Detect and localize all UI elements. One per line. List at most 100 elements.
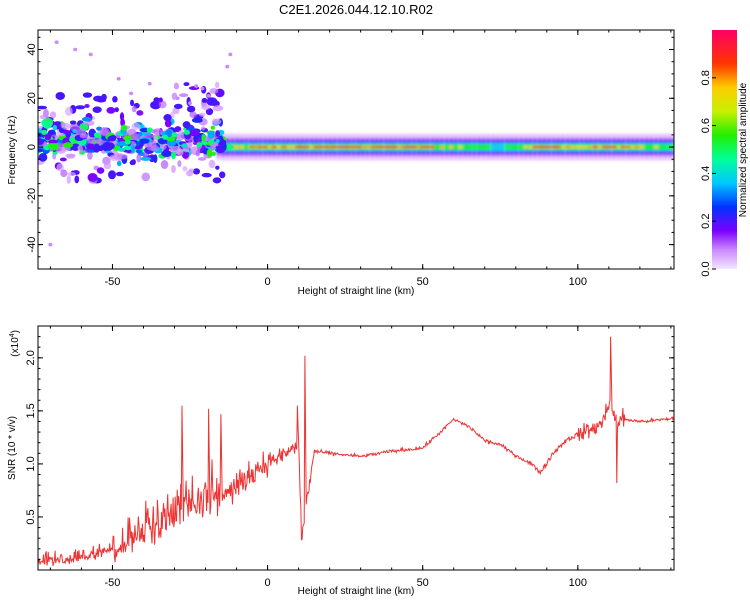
heatmap-blob: [103, 162, 112, 170]
heatmap-blob: [39, 114, 50, 120]
heatmap-peak: [208, 139, 215, 145]
heatmap-blob: [56, 163, 64, 172]
heatmap-blob: [49, 111, 57, 119]
snr-y-ticks: 0.5 1.0 1.5 2.0: [25, 336, 674, 560]
heatmap-cell: [528, 145, 533, 149]
heatmap-cell: [551, 145, 556, 149]
heatmap-cell: [467, 144, 472, 150]
colorbar-tick-label: 0.8: [700, 70, 712, 85]
heatmap-cell: [249, 145, 254, 149]
heatmap-ridge: [216, 133, 674, 161]
heatmap-cell: [262, 145, 268, 149]
heatmap-cell: [314, 145, 319, 149]
y-tick-label: 1.5: [25, 403, 37, 418]
svg-text:(x104): (x104): [9, 330, 21, 357]
heatmap-blob: [130, 144, 136, 154]
heatmap-cell: [504, 144, 510, 150]
heatmap-blob: [200, 126, 206, 131]
heatmap-cell: [481, 144, 486, 150]
colorbar-ticks: 0.0 0.2 0.4 0.6 0.8: [700, 70, 716, 277]
heatmap-blob: [215, 165, 220, 170]
heatmap-cell: [244, 144, 249, 150]
colorbar-tick-label: 0.2: [700, 214, 712, 229]
heatmap-peak: [124, 139, 131, 145]
heatmap-blob: [198, 112, 206, 117]
snr-line: [38, 336, 674, 567]
heatmap-peak: [93, 132, 100, 138]
y-tick-label: 0: [26, 144, 38, 150]
heatmap-peak: [196, 142, 203, 148]
heatmap-blob: [181, 150, 190, 159]
heatmap-blob: [75, 105, 86, 110]
heatmap-cell: [598, 145, 603, 149]
heatmap-blob: [62, 142, 74, 149]
heatmap-peak: [227, 144, 234, 150]
heatmap-blob: [48, 139, 58, 144]
heatmap-outlier: [228, 52, 233, 57]
heatmap-blob: [118, 147, 126, 152]
heatmap-cell: [518, 144, 524, 150]
heatmap-cell: [537, 145, 542, 149]
heatmap-blob: [210, 125, 215, 130]
heatmap-blob: [178, 129, 185, 136]
heatmap-cell: [565, 145, 570, 149]
heatmap-blob: [86, 143, 96, 150]
heatmap-cell: [588, 145, 593, 149]
heatmap-cell: [500, 142, 505, 152]
heatmap-blob: [82, 92, 93, 98]
heatmap-blob: [218, 139, 227, 147]
heatmap-blob: [209, 88, 219, 94]
heatmap-cell: [402, 145, 407, 149]
snr-scale-prefix: (x10: [10, 337, 21, 357]
colorbar-gradient: [712, 30, 737, 269]
heatmap-outlier: [48, 242, 53, 247]
heatmap-cell: [625, 145, 631, 149]
heatmap-cell: [337, 145, 342, 149]
heatmap-blob: [181, 143, 188, 149]
heatmap-blob: [87, 172, 98, 182]
spectrogram-x-label: Height of straight line (km): [298, 286, 415, 297]
heatmap-outlier: [116, 76, 121, 81]
heatmap-cell: [607, 145, 612, 149]
heatmap-blob: [171, 165, 176, 173]
heatmap-blob: [64, 106, 73, 116]
heatmap-blob: [201, 172, 212, 178]
heatmap-blob: [60, 122, 66, 129]
heatmap-cell: [328, 145, 333, 149]
heatmap-blob: [104, 142, 115, 150]
heatmap-cell: [486, 144, 491, 150]
heatmap-cell: [453, 144, 458, 150]
heatmap-blob: [130, 133, 140, 141]
heatmap-cell: [653, 145, 659, 149]
heatmap-cell: [430, 145, 435, 149]
heatmap-cell: [286, 145, 291, 149]
y-tick-label: 1.0: [25, 456, 37, 471]
heatmap-blob: [136, 153, 142, 163]
heatmap-blob: [172, 107, 180, 115]
heatmap-blob: [38, 138, 44, 146]
heatmap-blob: [201, 104, 211, 111]
heatmap-blob: [106, 107, 116, 114]
heatmap-blob: [69, 122, 80, 132]
chart-title: C2E1.2026.044.12.10.R02: [279, 2, 433, 17]
heatmap-blob: [212, 177, 222, 184]
heatmap-cell: [435, 144, 440, 150]
heatmap-blob: [44, 134, 52, 141]
heatmap-peak: [146, 127, 153, 133]
heatmap-blob: [71, 143, 80, 151]
spectrogram-panel: -50 0 50 100 40 20 0 -20 -40 Height of straight…: [7, 29, 675, 297]
heatmap-cell: [523, 145, 528, 149]
heatmap-cell: [276, 145, 282, 149]
heatmap-blob: [83, 120, 95, 126]
heatmap-blob: [74, 175, 80, 184]
snr-plot-area: [38, 336, 674, 567]
heatmap-blob: [188, 168, 195, 173]
x-tick-label: 100: [569, 276, 587, 288]
snr-x-label: Height of straight line (km): [298, 586, 415, 597]
heatmap-blob: [158, 100, 167, 109]
heatmap-blob: [205, 108, 214, 116]
heatmap-outlier: [147, 81, 152, 86]
heatmap-cell: [477, 144, 482, 150]
